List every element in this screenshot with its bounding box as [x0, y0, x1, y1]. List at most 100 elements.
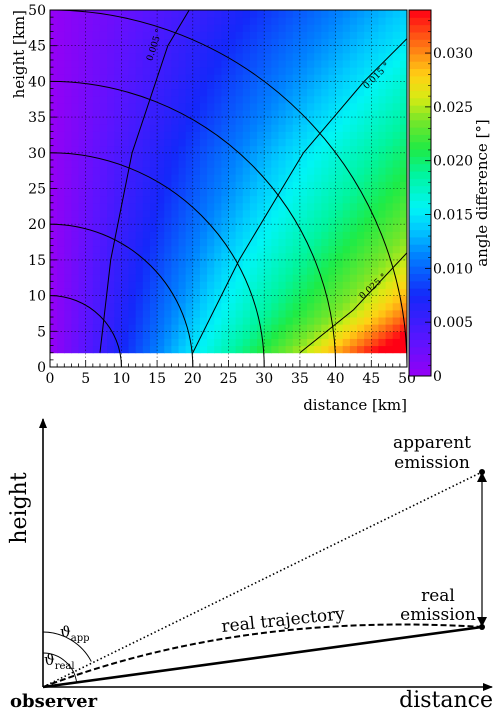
heatmap-cell: [314, 152, 322, 161]
heatmap-cell: [357, 267, 365, 275]
heatmap-cell: [371, 152, 379, 161]
heatmap-cell: [164, 331, 172, 339]
heatmap-cell: [92, 267, 101, 275]
heatmap-cell: [342, 209, 351, 218]
heatmap-cell: [50, 117, 58, 125]
heatmap-cell: [121, 167, 130, 175]
heatmap-cell: [385, 59, 394, 68]
colorbar-band: [409, 339, 431, 348]
heatmap-cell: [171, 59, 180, 68]
heatmap-cell: [207, 152, 215, 161]
heatmap-cell: [235, 124, 244, 132]
heatmap-cell: [71, 245, 80, 254]
heatmap-cell: [378, 345, 387, 354]
heatmap-cell: [249, 217, 258, 225]
heatmap-cell: [392, 181, 401, 189]
heatmap-cell: [278, 345, 287, 354]
heatmap-cell: [357, 195, 365, 204]
heatmap-cell: [50, 52, 58, 61]
heatmap-cell: [142, 217, 151, 225]
heatmap-cell: [214, 345, 222, 354]
apparent-emission-label-1: apparent: [393, 433, 471, 453]
heatmap-cell: [78, 131, 87, 140]
heatmap-cell: [192, 317, 201, 325]
heatmap-cell: [278, 67, 287, 75]
heatmap-cell: [85, 302, 94, 311]
heatmap-cell: [107, 209, 115, 218]
heatmap-cell: [57, 131, 65, 140]
heatmap-cell: [392, 145, 401, 154]
colorbar-band: [409, 207, 431, 216]
heatmap-cell: [214, 302, 222, 311]
heatmap-cell: [292, 181, 301, 189]
heatmap-cell: [342, 267, 351, 275]
heatmap-cell: [257, 288, 265, 297]
heatmap-cell: [71, 102, 80, 111]
colorbar: [409, 10, 431, 377]
heatmap-cell: [192, 74, 201, 82]
heatmap-cell: [342, 238, 351, 247]
heatmap-cell: [278, 38, 287, 47]
heatmap-cell: [214, 31, 222, 40]
heatmap-cell: [221, 10, 229, 18]
heatmap-cell: [299, 324, 308, 332]
heatmap-cell: [328, 267, 337, 275]
heatmap-cell: [164, 145, 172, 154]
heatmap-cell: [385, 217, 394, 225]
heatmap-cell: [385, 95, 394, 104]
y-tick-label: 45: [28, 39, 46, 55]
heatmap-cell: [249, 209, 258, 218]
heatmap-cell: [285, 52, 294, 61]
heatmap-cell: [192, 109, 201, 118]
heatmap-cell: [228, 195, 237, 204]
heatmap-cell: [178, 202, 187, 211]
heatmap-cell: [335, 10, 344, 18]
heatmap-cell: [364, 202, 372, 211]
height-axis-title: height: [7, 472, 32, 543]
heatmap-cell: [185, 131, 194, 140]
heatmap-cell: [64, 145, 72, 154]
heatmap-cell: [285, 202, 294, 211]
heatmap-cell: [142, 45, 151, 54]
heatmap-cell: [249, 288, 258, 297]
heatmap-cell: [135, 331, 144, 339]
heatmap-cell: [364, 17, 372, 25]
heatmap-cell: [71, 274, 80, 282]
apparent-line-of-sight: [42, 471, 483, 688]
heatmap-cell: [285, 288, 294, 297]
colorbar-tick-label: 0.020: [433, 154, 473, 170]
heatmap-cell: [149, 88, 158, 97]
heatmap-cell: [57, 231, 65, 239]
heatmap-cell: [64, 324, 72, 332]
heatmap-cell: [242, 224, 251, 232]
heatmap-cell: [271, 238, 279, 247]
angle-app-arc: [42, 631, 92, 662]
heatmap-cell: [207, 102, 215, 111]
heatmap-cell: [399, 195, 407, 204]
heatmap-cell: [342, 217, 351, 225]
heatmap-cell: [128, 245, 137, 254]
heatmap-cell: [235, 74, 244, 82]
heatmap-cell: [128, 88, 137, 97]
heatmap-cell: [92, 202, 101, 211]
heatmap-cell: [185, 259, 194, 268]
heatmap-cell: [235, 245, 244, 254]
heatmap-cell: [371, 267, 379, 275]
heatmap-cell: [299, 181, 308, 189]
heatmap-cell: [142, 245, 151, 254]
heatmap-cell: [328, 274, 337, 282]
heatmap-cell: [271, 17, 279, 25]
heatmap-cell: [114, 81, 122, 90]
heatmap-cell: [157, 45, 165, 54]
heatmap-cell: [99, 124, 108, 132]
heatmap-cell: [221, 252, 229, 261]
heatmap-cell: [357, 95, 365, 104]
heatmap-cell: [142, 209, 151, 218]
heatmap-cell: [364, 10, 372, 18]
heatmap-cell: [50, 145, 58, 154]
heatmap-cell: [57, 252, 65, 261]
heatmap-cell: [128, 17, 137, 25]
heatmap-cell: [257, 31, 265, 40]
heatmap-cell: [192, 338, 201, 347]
heatmap-cell: [399, 138, 407, 147]
